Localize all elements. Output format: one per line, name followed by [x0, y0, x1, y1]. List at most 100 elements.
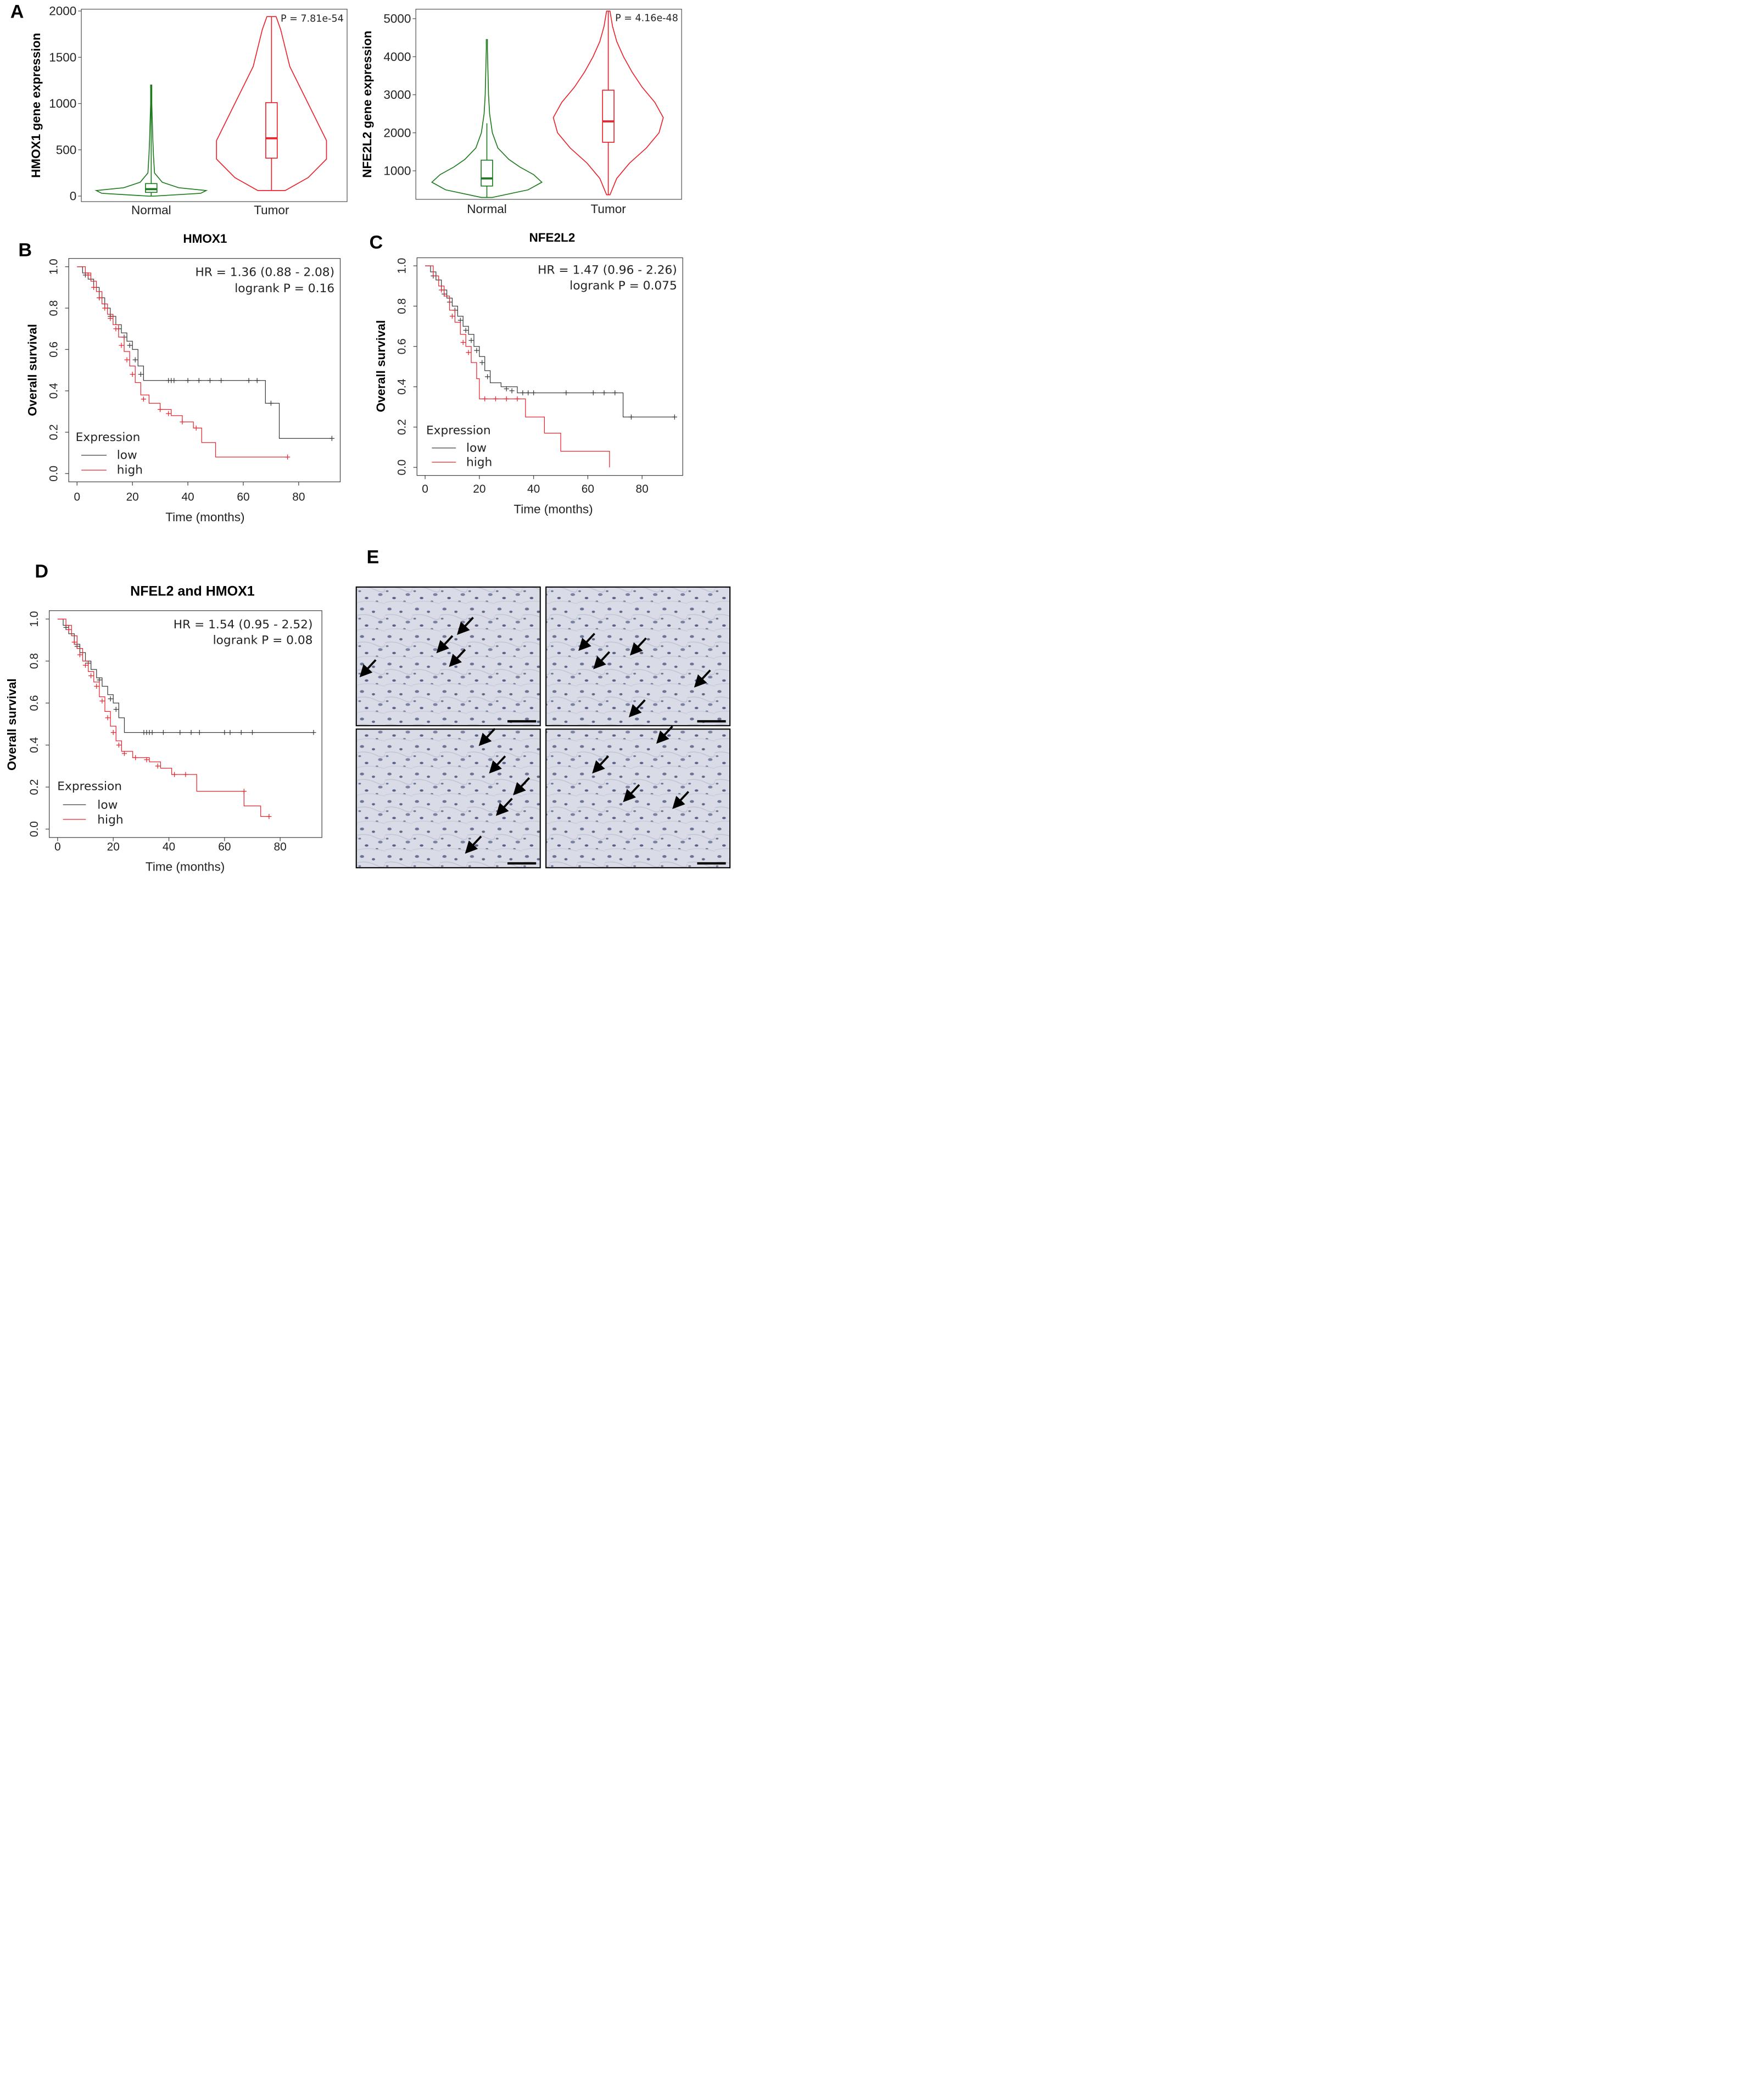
censor-mark-low: [196, 378, 202, 383]
nfe2l2-survival-title: NFE2L2: [529, 231, 575, 244]
censor-mark-high: [180, 419, 185, 425]
censor-mark-low: [227, 729, 233, 735]
censor-mark-high: [183, 772, 188, 777]
nfe2l2-survival-ylabel: Overall survival: [374, 320, 388, 412]
censor-mark-high: [193, 425, 199, 431]
y-tick-label: 0.2: [47, 424, 60, 440]
arrow-icon: [592, 755, 609, 774]
y-tick-label: 0.4: [28, 737, 41, 753]
censor-mark-low: [268, 400, 273, 406]
censor-mark-high: [77, 652, 83, 657]
y-tick-label: 2000: [383, 126, 411, 140]
y-tick-label: 0.0: [395, 459, 408, 475]
ihc-image-grid: [355, 586, 731, 868]
arrow-icon: [436, 635, 454, 654]
y-tick-label: 500: [56, 143, 77, 157]
panel-label-d: D: [35, 561, 48, 582]
censor-mark-high: [91, 285, 97, 290]
arrow-icon: [489, 755, 506, 774]
censor-mark-low: [672, 414, 677, 420]
hmox1-survival-title: HMOX1: [183, 232, 227, 246]
ihc-image-bottom-left: [355, 728, 541, 868]
censor-mark-low: [238, 729, 244, 735]
x-tick-label: 0: [74, 491, 80, 504]
censor-mark-low: [138, 371, 143, 377]
ihc-image-top-left: [355, 586, 541, 727]
censor-mark-high: [460, 339, 466, 345]
arrow-icon: [495, 797, 513, 816]
nfe2l2-survival-chart: NFE2L2 Overall survival Time (months) HR…: [374, 231, 683, 516]
censor-mark-low: [113, 706, 119, 712]
survival-curve-low: [425, 265, 675, 417]
censor-mark-low: [612, 390, 618, 395]
y-tick-label: 0.4: [395, 379, 408, 395]
censor-mark-low: [149, 729, 155, 735]
box-tumor: [602, 90, 615, 143]
x-tick-label: 60: [582, 483, 594, 495]
combined-legend-high: high: [97, 813, 123, 827]
nfe2l2-logrank: logrank P = 0.075: [570, 279, 677, 293]
panel-label-b: B: [18, 239, 32, 260]
censor-mark-high: [133, 755, 138, 761]
box-normal: [481, 159, 493, 187]
censor-mark-high: [102, 305, 108, 311]
nfe2l2-survival-frame: [416, 257, 683, 476]
censor-mark-low: [171, 378, 177, 383]
censor-mark-high: [266, 813, 272, 819]
censor-mark-high: [66, 627, 71, 632]
censor-mark-low: [108, 696, 113, 701]
censor-mark-low: [185, 378, 191, 383]
box-normal: [145, 183, 158, 193]
figure: A B C D E HMOX1 gene expression P = 7.81…: [5, 2, 731, 873]
y-tick-label: 1000: [383, 164, 411, 178]
hmox1-hr: HR = 1.36 (0.88 - 2.08): [195, 266, 334, 280]
censor-mark-high: [493, 396, 499, 401]
censor-mark-low: [329, 436, 334, 441]
y-tick-label: 1.0: [47, 259, 60, 275]
censor-mark-high: [99, 698, 105, 704]
censor-mark-low: [197, 729, 202, 735]
censor-mark-high: [155, 763, 160, 769]
hmox1-survival-xlabel: Time (months): [165, 510, 244, 524]
arrow-icon: [629, 637, 647, 656]
hmox1-violin-ylabel: HMOX1 gene expression: [29, 33, 43, 178]
censor-mark-high: [108, 316, 113, 321]
ihc-image-bottom-right: [545, 728, 731, 868]
censor-mark-high: [85, 272, 91, 278]
violin-shape-normal: [94, 85, 208, 197]
arrow-icon: [478, 728, 496, 746]
censor-mark-low: [628, 414, 634, 420]
arrow-icon: [578, 633, 595, 651]
hmox1-legend-title: Expression: [76, 431, 141, 444]
arrow-icon: [656, 726, 673, 744]
censor-mark-high: [105, 715, 110, 721]
censor-mark-low: [132, 357, 138, 362]
hmox1-legend-high: high: [117, 464, 143, 477]
censor-mark-high: [172, 772, 177, 777]
combined-logrank: logrank P = 0.08: [213, 633, 313, 647]
y-tick-label: 1500: [49, 51, 76, 64]
y-tick-label: 0.8: [28, 653, 41, 669]
censor-mark-high: [97, 295, 102, 300]
x-tick-label: 80: [292, 491, 305, 504]
combined-survival-frame: [49, 610, 322, 838]
combined-hr: HR = 1.54 (0.95 - 2.52): [174, 618, 313, 632]
censor-mark-high: [515, 396, 520, 401]
nfe2l2-legend-low: low: [466, 442, 487, 455]
x-tick-label: 20: [473, 483, 485, 495]
censor-mark-high: [119, 343, 124, 348]
censor-mark-low: [520, 390, 526, 395]
censor-mark-high: [113, 326, 119, 332]
x-tick-label: 60: [237, 491, 249, 504]
arrow-icon: [513, 777, 531, 796]
hmox1-logrank: logrank P = 0.16: [235, 282, 334, 295]
combined-survival-ylabel: Overall survival: [5, 678, 19, 771]
combined-legend-title: Expression: [57, 779, 122, 793]
x-tick-label: Normal: [467, 202, 507, 216]
y-tick-label: 0.8: [395, 298, 408, 314]
y-tick-label: 3000: [383, 88, 411, 102]
arrow-icon: [359, 659, 377, 678]
y-tick-label: 0.2: [28, 779, 41, 795]
censor-mark-high: [121, 751, 127, 756]
scale-bar: [697, 862, 726, 865]
